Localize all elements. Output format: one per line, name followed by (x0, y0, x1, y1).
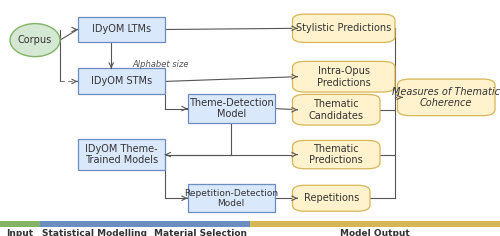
Text: Thematic
Predictions: Thematic Predictions (310, 144, 363, 165)
Text: Measures of Thematic
Coherence: Measures of Thematic Coherence (392, 87, 500, 108)
Text: Input: Input (6, 229, 34, 236)
FancyBboxPatch shape (78, 17, 165, 42)
Text: Intra-Opus
Predictions: Intra-Opus Predictions (317, 66, 370, 88)
FancyBboxPatch shape (292, 94, 380, 125)
Ellipse shape (10, 24, 60, 57)
Bar (40, 221, 150, 227)
Text: Stylistic Predictions: Stylistic Predictions (296, 23, 392, 33)
Text: Statistical Modelling: Statistical Modelling (42, 229, 148, 236)
Text: Model Output: Model Output (340, 229, 410, 236)
Text: IDyOM Theme-
Trained Models: IDyOM Theme- Trained Models (84, 144, 158, 165)
Text: Thematic
Candidates: Thematic Candidates (309, 99, 364, 121)
Text: Repetitions: Repetitions (304, 193, 359, 203)
Text: Material Selection: Material Selection (154, 229, 246, 236)
Bar (250, 221, 500, 227)
Text: IDyOM LTMs: IDyOM LTMs (92, 25, 151, 34)
FancyBboxPatch shape (292, 14, 395, 42)
Text: IDyOM STMs: IDyOM STMs (90, 76, 152, 86)
Bar (150, 221, 250, 227)
FancyBboxPatch shape (292, 185, 370, 211)
FancyBboxPatch shape (78, 68, 165, 94)
Text: Repetition-Detection
Model: Repetition-Detection Model (184, 189, 278, 208)
FancyBboxPatch shape (188, 184, 275, 212)
FancyBboxPatch shape (292, 61, 395, 92)
Text: Theme-Detection
Model: Theme-Detection Model (189, 98, 274, 119)
FancyBboxPatch shape (78, 139, 165, 170)
Text: Corpus: Corpus (18, 35, 52, 45)
FancyBboxPatch shape (398, 79, 495, 116)
FancyBboxPatch shape (292, 140, 380, 169)
Text: Alphabet size: Alphabet size (132, 60, 189, 69)
FancyBboxPatch shape (188, 94, 275, 123)
Bar (0, 221, 40, 227)
